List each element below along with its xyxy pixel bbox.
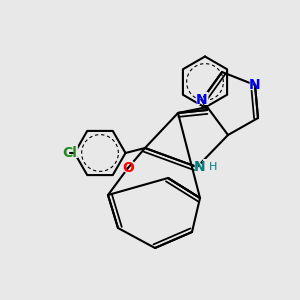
Text: N: N	[249, 78, 261, 92]
Text: N: N	[193, 158, 208, 176]
Text: O: O	[122, 161, 134, 175]
Text: N: N	[248, 76, 262, 94]
Text: Cl: Cl	[63, 146, 77, 160]
Text: Cl: Cl	[60, 144, 80, 162]
Text: H: H	[209, 162, 218, 172]
Text: O: O	[120, 159, 136, 177]
Text: N: N	[196, 93, 208, 107]
Text: N: N	[194, 91, 209, 109]
Text: N: N	[194, 160, 206, 174]
